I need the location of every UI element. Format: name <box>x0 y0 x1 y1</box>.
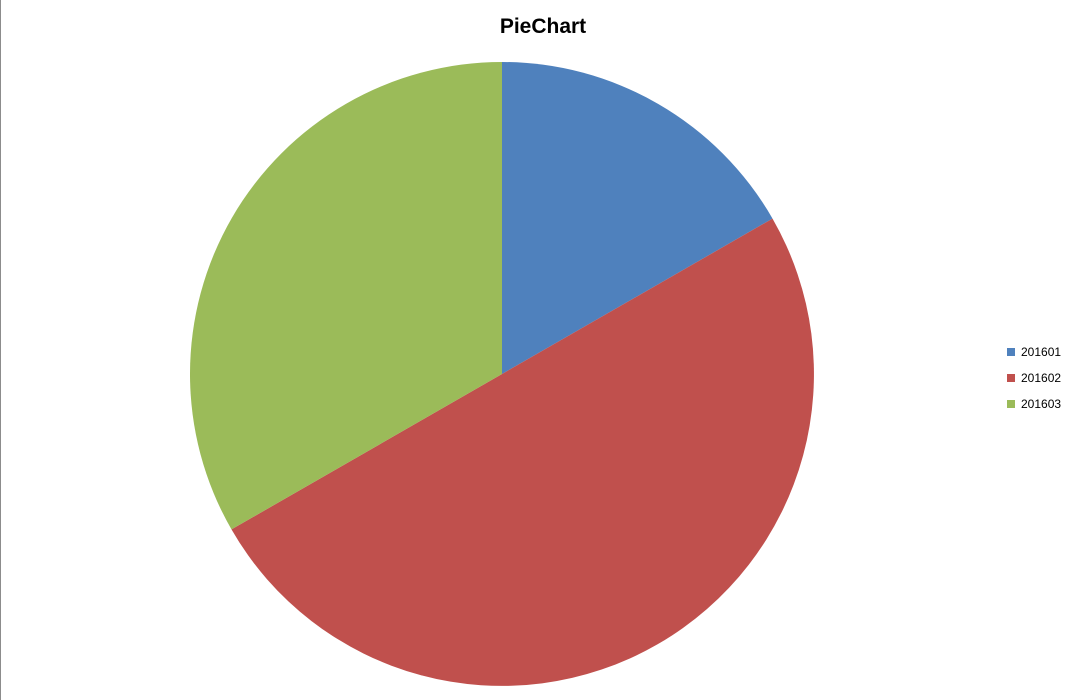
legend-entry: 201602 <box>1007 365 1077 391</box>
legend-label: 201602 <box>1021 371 1062 385</box>
legend: 201601 201602 201603 <box>1007 339 1077 417</box>
chart-title: PieChart <box>499 15 587 38</box>
legend-label: 201603 <box>1021 397 1062 411</box>
pie-slices <box>189 62 814 686</box>
legend-entry: 201603 <box>1007 391 1077 417</box>
legend-swatch <box>1007 400 1015 408</box>
legend-swatch <box>1007 374 1015 382</box>
legend-entry: 201601 <box>1007 339 1077 365</box>
pie-slice-201601 <box>502 62 773 374</box>
pie-slice-201603 <box>189 62 502 530</box>
legend-swatch <box>1007 348 1015 356</box>
legend-label: 201601 <box>1021 345 1062 359</box>
pie-slice-201602 <box>231 218 814 686</box>
